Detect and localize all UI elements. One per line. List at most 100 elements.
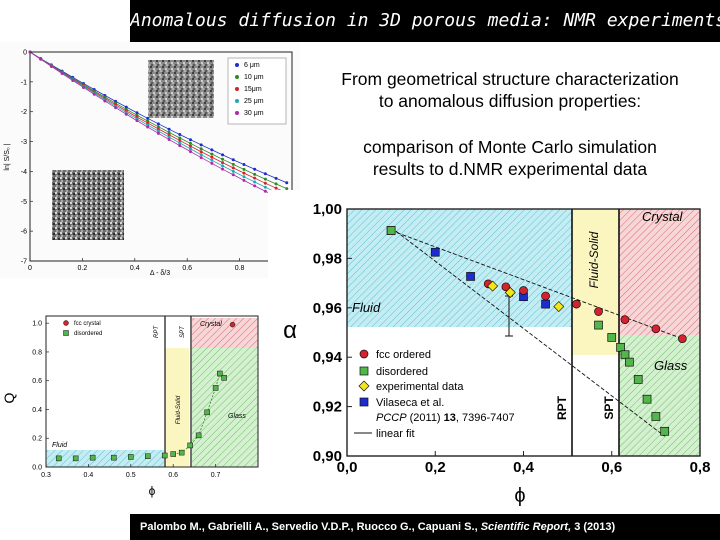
data-point-disordered bbox=[204, 409, 210, 416]
alpha-data-points bbox=[386, 226, 687, 436]
y-tick-label: 1,00 bbox=[313, 201, 342, 218]
x-axis-ticks: 0,0 0,2 0,4 0,6 0,8 bbox=[337, 451, 711, 476]
citation-volume: 3 (2013) bbox=[571, 521, 616, 533]
data-point bbox=[156, 125, 160, 129]
data-point-fcc bbox=[519, 286, 528, 295]
x-tick-label: 0,8 bbox=[690, 459, 711, 476]
data-point bbox=[199, 153, 203, 157]
data-point bbox=[274, 186, 278, 190]
data-point bbox=[71, 79, 75, 83]
data-point bbox=[156, 122, 160, 126]
page-title: Anomalous diffusion in 3D porous media: … bbox=[130, 0, 720, 42]
citation-authors: Palombo M., Gabrielli A., Servedio V.D.P… bbox=[140, 521, 481, 533]
y-tick-label: 0.8 bbox=[32, 349, 42, 356]
data-point-disordered bbox=[594, 320, 603, 330]
data-point-fcc bbox=[651, 324, 661, 334]
data-point bbox=[60, 72, 64, 76]
data-point-fcc bbox=[620, 315, 630, 325]
data-point bbox=[221, 153, 225, 157]
porous-media-micrograph bbox=[52, 170, 124, 240]
data-point-fcc bbox=[501, 282, 511, 292]
data-point-fcc bbox=[678, 334, 687, 344]
data-point-fcc bbox=[572, 299, 581, 309]
data-point-vilaseca bbox=[466, 272, 475, 281]
data-point-disordered bbox=[217, 370, 223, 377]
data-point bbox=[167, 127, 171, 131]
data-point-experimental bbox=[487, 280, 499, 292]
y-tick-label: 0,94 bbox=[313, 349, 343, 366]
data-point-disordered bbox=[212, 385, 219, 391]
y-axis-ticks: 0 -1 -2 -3 -4 -5 -6 -7 bbox=[21, 50, 33, 266]
x-tick-label: 0.5 bbox=[126, 472, 136, 479]
alpha-vs-phi-plot: 0,0 0,2 0,4 0,6 0,8 1,00 0,98 0,96 0,94 0,92 0,90… bbox=[268, 190, 720, 512]
x-tick-label: 0.4 bbox=[84, 472, 94, 479]
data-point-disordered bbox=[625, 357, 634, 367]
decay-data-points bbox=[28, 50, 289, 204]
legend-label: 25 μm bbox=[244, 98, 264, 105]
data-point bbox=[221, 167, 225, 171]
region-label-rpt: RPT bbox=[555, 395, 569, 420]
legend-citation: PCCP (2011) 13, 7396-7407 bbox=[376, 412, 515, 424]
data-point bbox=[92, 92, 96, 96]
citation-pages: , 7396-7407 bbox=[456, 412, 515, 424]
data-point-fcc bbox=[229, 321, 236, 328]
x-axis-ticks: 0.3 0.4 0.5 0.6 0.7 bbox=[41, 464, 221, 479]
x-tick-label: 0,4 bbox=[513, 459, 535, 476]
data-point bbox=[156, 129, 160, 133]
region-label-fluid: Fluid bbox=[352, 300, 381, 315]
legend-marker-experimental bbox=[358, 380, 370, 392]
y-tick-label: -1 bbox=[21, 79, 27, 86]
legend-marker-fcc bbox=[359, 349, 369, 359]
x-tick-label: 0,6 bbox=[601, 459, 622, 476]
data-point bbox=[135, 119, 139, 123]
data-point bbox=[242, 163, 246, 167]
alpha-legend: fcc ordered disordered experimental data… bbox=[354, 349, 515, 440]
y-tick-label: -3 bbox=[21, 139, 27, 146]
data-point bbox=[221, 157, 225, 161]
region-label-glass: Glass bbox=[654, 358, 688, 373]
legend-marker bbox=[235, 63, 239, 67]
y-tick-label: -5 bbox=[21, 199, 27, 206]
heading-line: results to d.NMR experimental data bbox=[372, 159, 648, 179]
heading-line: to anomalous diffusion properties: bbox=[378, 91, 642, 111]
y-tick-label: 0.4 bbox=[32, 407, 42, 414]
region-label-fluid-solid: Fluid-Solid bbox=[587, 231, 601, 288]
legend-label: 10 μm bbox=[244, 74, 264, 81]
data-point bbox=[49, 64, 53, 68]
citation-footer: Palombo M., Gabrielli A., Servedio V.D.P… bbox=[130, 514, 720, 540]
y-tick-label: 1.0 bbox=[32, 321, 42, 328]
y-tick-label: 0,98 bbox=[313, 250, 342, 267]
q-legend: fcc crystal disordered bbox=[63, 320, 102, 337]
data-point-disordered bbox=[55, 455, 62, 462]
data-point bbox=[274, 176, 278, 180]
region-fluid bbox=[46, 450, 164, 467]
y-tick-label: -6 bbox=[21, 229, 27, 236]
legend-label: 6 μm bbox=[244, 62, 260, 69]
data-point bbox=[210, 158, 214, 162]
data-point bbox=[253, 172, 257, 176]
data-point bbox=[156, 127, 160, 131]
data-point bbox=[263, 172, 267, 176]
region-glass bbox=[619, 335, 700, 456]
data-point bbox=[156, 131, 160, 135]
x-tick-label: 0.4 bbox=[130, 265, 140, 272]
data-point bbox=[167, 130, 171, 134]
data-point-disordered bbox=[178, 449, 185, 456]
y-tick-label: -2 bbox=[21, 109, 27, 116]
data-point bbox=[81, 85, 85, 89]
data-point bbox=[199, 147, 203, 151]
data-point-disordered bbox=[128, 454, 134, 460]
data-point bbox=[135, 111, 139, 115]
x-tick-label: 0.3 bbox=[41, 472, 51, 479]
legend-marker bbox=[235, 99, 239, 103]
heading-line: comparison of Monte Carlo simulation bbox=[363, 137, 657, 157]
data-point bbox=[242, 171, 246, 175]
data-point bbox=[210, 152, 214, 156]
x-axis-label: ϕ bbox=[514, 485, 525, 507]
region-fluid-solid bbox=[572, 209, 619, 355]
region-glass bbox=[192, 348, 258, 467]
legend-label: fcc crystal bbox=[74, 321, 101, 327]
data-point-disordered bbox=[642, 394, 652, 404]
data-point-disordered bbox=[111, 454, 117, 461]
